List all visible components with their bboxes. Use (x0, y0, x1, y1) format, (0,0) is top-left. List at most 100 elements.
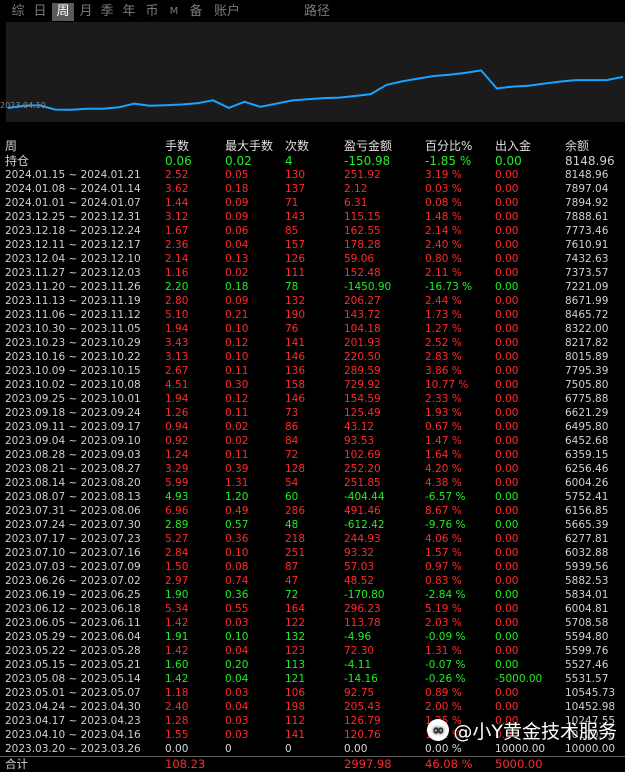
table-row[interactable]: 2023.07.17 ~ 2023.07.23 5.27 0.36 218 244.93… (0, 532, 625, 546)
table-row[interactable]: 2023.11.20 ~ 2023.11.26 2.20 0.18 78 -1450.9… (0, 280, 625, 294)
table-row[interactable]: 2023.10.16 ~ 2023.10.22 3.13 0.10 146 220.50… (0, 350, 625, 364)
tab-9[interactable]: 账户 (213, 4, 240, 19)
table-row[interactable]: 2023.06.12 ~ 2023.06.18 5.34 0.55 164 296.23… (0, 602, 625, 616)
row-pnl: 72.30 (344, 645, 375, 657)
row-week: 2023.08.28 ~ 2023.09.03 (5, 449, 141, 461)
row-flow: 0.00 (495, 519, 519, 531)
table-row[interactable]: 2023.08.07 ~ 2023.08.13 4.93 1.20 60 -404.44… (0, 490, 625, 504)
header-max-lots[interactable]: 最大手数 (225, 139, 274, 153)
header-lots[interactable]: 手数 (165, 139, 190, 153)
row-flow: 0.00 (495, 421, 519, 433)
row-flow: 0.00 (495, 645, 519, 657)
tab-0[interactable]: 综 (11, 4, 25, 19)
table-row[interactable]: 2023.06.19 ~ 2023.06.25 1.90 0.36 72 -170.80… (0, 588, 625, 602)
row-pct: 2.03 % (425, 617, 462, 629)
row-pnl: -14.16 (344, 673, 378, 685)
row-flow: 0.00 (495, 491, 519, 503)
row-balance: 6032.88 (565, 547, 609, 559)
row-count: 112 (285, 715, 306, 727)
row-week: 2023.06.05 ~ 2023.06.11 (5, 617, 141, 629)
header-balance[interactable]: 余额 (565, 139, 590, 153)
table-row[interactable]: 2023.10.30 ~ 2023.11.05 1.94 0.10 76 104.18 1… (0, 322, 625, 336)
row-pct: 0.97 % (425, 561, 462, 573)
row-lots: 1.28 (165, 715, 189, 727)
table-row[interactable]: 2023.05.08 ~ 2023.05.14 1.42 0.04 121 -14.16… (0, 672, 625, 686)
row-flow: 0.00 (495, 729, 519, 741)
table-row[interactable]: 2023.07.31 ~ 2023.08.06 6.96 0.49 286 491.46… (0, 504, 625, 518)
table-row[interactable]: 2023.10.02 ~ 2023.10.08 4.51 0.30 158 729.92… (0, 378, 625, 392)
row-week: 2023.09.25 ~ 2023.10.01 (5, 393, 141, 405)
row-max-lots: 0.11 (225, 407, 249, 419)
tab-3[interactable]: 月 (79, 4, 93, 19)
table-row[interactable]: 2023.06.05 ~ 2023.06.11 1.42 0.03 122 113.78… (0, 616, 625, 630)
row-pct: 1.57 % (425, 547, 462, 559)
row-lots: 1.26 (165, 407, 189, 419)
table-row[interactable]: 2023.05.01 ~ 2023.05.07 1.18 0.03 106 92.75 0… (0, 686, 625, 700)
table-row[interactable]: 2023.06.26 ~ 2023.07.02 2.97 0.74 47 48.52 0.… (0, 574, 625, 588)
hold-pnl: -150.98 (344, 154, 391, 168)
table-row[interactable]: 2023.10.09 ~ 2023.10.15 2.67 0.11 136 289.59… (0, 364, 625, 378)
header-pct[interactable]: 百分比% (425, 139, 473, 153)
header-count[interactable]: 次数 (285, 139, 310, 153)
row-pnl: 115.15 (344, 211, 381, 223)
table-row[interactable]: 2023.11.27 ~ 2023.12.03 1.16 0.02 111 152.48… (0, 266, 625, 280)
tab-5[interactable]: 年 (122, 4, 136, 19)
wechat-channels-icon: ∞ (427, 719, 450, 741)
row-max-lots: 0.49 (225, 505, 249, 517)
table-row[interactable]: 2023.05.22 ~ 2023.05.28 1.42 0.04 123 72.30 1… (0, 644, 625, 658)
header-flow[interactable]: 出入金 (495, 139, 532, 153)
table-row[interactable]: 2023.09.18 ~ 2023.09.24 1.26 0.11 73 125.49 1… (0, 406, 625, 420)
row-balance: 5882.53 (565, 575, 609, 587)
row-pct: 1.27 % (425, 323, 462, 335)
row-count: 137 (285, 183, 306, 195)
row-balance: 6621.29 (565, 407, 609, 419)
table-row[interactable]: 2023.12.18 ~ 2023.12.24 1.67 0.06 85 162.55 2… (0, 224, 625, 238)
table-row[interactable]: 2023.11.13 ~ 2023.11.19 2.80 0.09 132 206.27… (0, 294, 625, 308)
row-balance: 10247.55 (565, 715, 616, 727)
table-row[interactable]: 2023.10.23 ~ 2023.10.29 3.43 0.12 141 201.93… (0, 336, 625, 350)
row-flow: 0.00 (495, 435, 519, 447)
row-max-lots: 0.04 (225, 701, 249, 713)
row-pnl: 48.52 (344, 575, 375, 587)
table-row[interactable]: 2023.05.15 ~ 2023.05.21 1.60 0.20 113 -4.11 -… (0, 658, 625, 672)
table-row[interactable]: 2023.11.06 ~ 2023.11.12 5.10 0.21 190 143.72… (0, 308, 625, 322)
table-row[interactable]: 2023.08.28 ~ 2023.09.03 1.24 0.11 72 102.69 1… (0, 448, 625, 462)
row-pct: -16.73 % (425, 281, 473, 293)
tab-1[interactable]: 日 (33, 4, 47, 19)
table-row[interactable]: 2023.12.25 ~ 2023.12.31 3.12 0.09 143 115.15… (0, 210, 625, 224)
table-row[interactable]: 2023.07.24 ~ 2023.07.30 2.89 0.57 48 -612.42… (0, 518, 625, 532)
table-row[interactable]: 2024.01.15 ~ 2024.01.21 2.52 0.05 130 251.92… (0, 168, 625, 182)
tab-7[interactable]: M (169, 6, 179, 17)
row-pnl: 120.76 (344, 729, 381, 741)
table-row[interactable]: 2023.12.04 ~ 2023.12.10 2.14 0.13 126 59.06 0… (0, 252, 625, 266)
header-pnl[interactable]: 盈亏金额 (344, 139, 393, 153)
tab-2[interactable]: 周 (52, 3, 74, 21)
row-pct: 8.67 % (425, 505, 462, 517)
header-week[interactable]: 周 (5, 139, 18, 153)
tab-8[interactable]: 备 (189, 4, 203, 19)
table-row[interactable]: 2023.12.11 ~ 2023.12.17 2.36 0.04 157 178.28… (0, 238, 625, 252)
table-row[interactable]: 2023.05.29 ~ 2023.06.04 1.91 0.10 132 -4.96 -… (0, 630, 625, 644)
row-max-lots: 0.09 (225, 295, 249, 307)
row-flow: 0.00 (495, 281, 519, 293)
table-row[interactable]: 2023.09.25 ~ 2023.10.01 1.94 0.12 146 154.59… (0, 392, 625, 406)
table-row[interactable]: 2023.08.14 ~ 2023.08.20 5.99 1.31 54 251.85 4… (0, 476, 625, 490)
table-row[interactable]: 2023.07.03 ~ 2023.07.09 1.50 0.08 87 57.03 0.… (0, 560, 625, 574)
hold-row[interactable]: 持仓 0.06 0.02 4 -150.98 -1.85 % 0.00 8148… (0, 154, 625, 168)
table-row[interactable]: 2023.08.21 ~ 2023.08.27 3.29 0.39 128 252.20… (0, 462, 625, 476)
tab-4[interactable]: 季 (100, 4, 114, 19)
table-row[interactable]: 2024.01.01 ~ 2024.01.07 1.44 0.09 71 6.31 0.0… (0, 196, 625, 210)
table-row[interactable]: 2023.07.10 ~ 2023.07.16 2.84 0.10 251 93.32 1… (0, 546, 625, 560)
table-row[interactable]: 2024.01.08 ~ 2024.01.14 3.62 0.18 137 2.12 0.… (0, 182, 625, 196)
row-lots: 4.93 (165, 491, 189, 503)
table-row[interactable]: 2023.04.17 ~ 2023.04.23 1.28 0.03 112 126.79… (0, 714, 625, 728)
tab-10[interactable]: 路径 (303, 4, 330, 19)
row-count: 48 (285, 519, 299, 531)
table-row[interactable]: 2023.03.20 ~ 2023.03.26 0.00 0 0 0.00 0.00 % 1… (0, 742, 625, 756)
table-row[interactable]: 2023.09.04 ~ 2023.09.10 0.92 0.02 84 93.53 1.… (0, 434, 625, 448)
row-pnl: 491.46 (344, 505, 381, 517)
row-lots: 1.91 (165, 631, 189, 643)
tab-6[interactable]: 币 (145, 4, 159, 19)
table-row[interactable]: 2023.04.24 ~ 2023.04.30 2.40 0.04 198 205.43… (0, 700, 625, 714)
table-row[interactable]: 2023.09.11 ~ 2023.09.17 0.94 0.02 86 43.12 0.… (0, 420, 625, 434)
